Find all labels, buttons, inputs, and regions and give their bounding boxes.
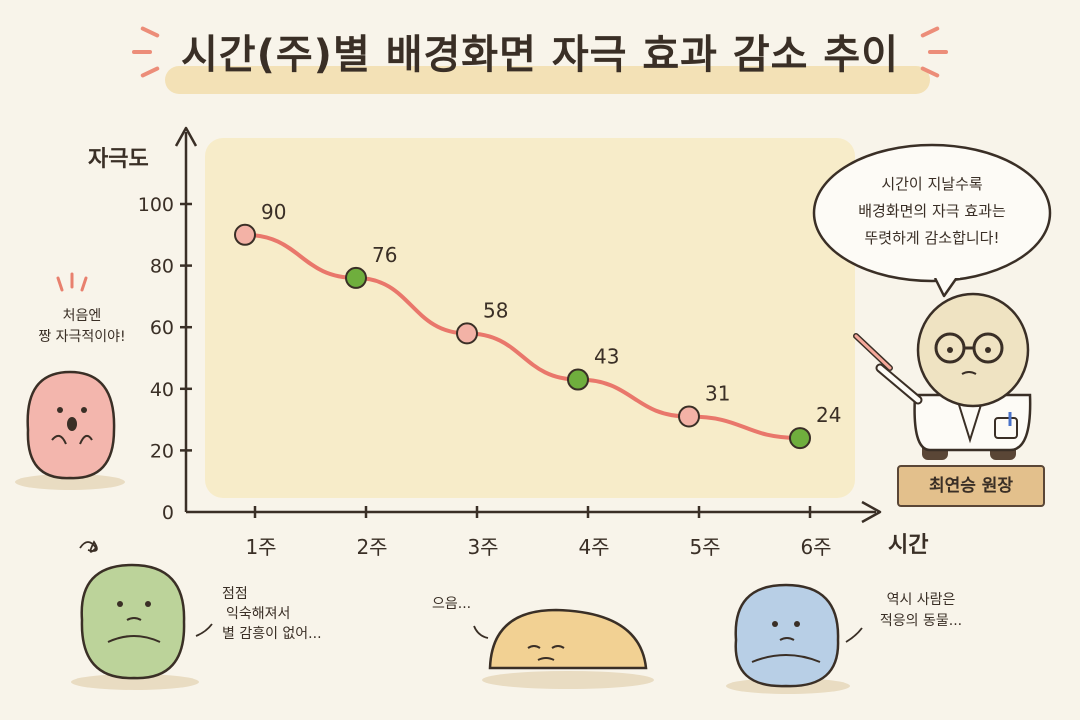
blue-character [726, 583, 863, 694]
doctor-speech-text: 시간이 지날수록 배경화면의 자극 효과는 뚜렷하게 감소합니다! [832, 171, 1032, 252]
data-point [456, 322, 478, 345]
caption-line: 점점 [222, 586, 248, 602]
data-point [567, 368, 589, 391]
pink-character [15, 272, 125, 490]
caption-line: 익숙해져서 [226, 606, 291, 622]
y-ticks: 0 20 40 60 80 100 [138, 194, 192, 524]
y-tick-label: 20 [150, 440, 174, 462]
doctor-speech-line: 시간이 지날수록 [881, 175, 983, 193]
title-sparkle-left-2 [132, 50, 152, 54]
data-label: 58 [483, 298, 508, 322]
data-point [789, 427, 811, 450]
doctor-nameplate: 최연승 원장 [897, 465, 1045, 507]
caption-line: 으음... [432, 596, 472, 612]
data-labels: 90 76 58 43 31 24 [261, 200, 841, 427]
yellow-character [473, 608, 654, 689]
caption-line: 적응의 동물... [879, 613, 963, 629]
chart-title: 시간(주)별 배경화면 자극 효과 감소 추이 [181, 32, 899, 78]
x-tick-label: 1주 [245, 535, 276, 559]
caption-line: 별 감흥이 없어... [222, 626, 322, 642]
plot-background [205, 138, 855, 498]
data-point [234, 223, 256, 246]
data-point [678, 405, 700, 428]
doctor-speech-line: 배경화면의 자극 효과는 [858, 202, 1006, 220]
y-axis-arrow [174, 126, 198, 147]
data-label: 90 [261, 200, 286, 224]
doctor-character [875, 292, 1032, 460]
y-axis-label: 자극도 [88, 147, 149, 172]
green-character-caption: 점점 익숙해져서 별 감흥이 없어... [222, 584, 392, 644]
data-label: 24 [816, 403, 841, 427]
data-markers [234, 223, 811, 450]
caption-line: 처음엔 [62, 308, 102, 324]
x-tick-label: 5주 [689, 535, 720, 559]
x-ticks: 1주 2주 3주 4주 5주 6주 [245, 506, 832, 559]
pointer-stick [853, 333, 893, 371]
y-tick-label: 0 [162, 502, 174, 524]
caption-line: 짱 자극적이야! [38, 329, 126, 345]
data-label: 31 [705, 382, 730, 406]
blue-character-caption: 역시 사람은 적응의 동물... [856, 590, 986, 632]
x-tick-label: 4주 [578, 535, 609, 559]
x-axis-arrow [861, 500, 882, 524]
x-tick-label: 2주 [356, 535, 387, 559]
y-tick-label: 60 [150, 317, 174, 339]
doctor-speech-bubble [812, 143, 1052, 298]
y-tick-label: 40 [150, 379, 174, 401]
y-tick-label: 100 [138, 194, 174, 216]
x-axis-label: 시간 [888, 533, 928, 558]
y-tick-label: 80 [150, 256, 174, 278]
title-highlight [165, 66, 930, 94]
doctor-speech-line: 뚜렷하게 감소합니다! [864, 229, 1000, 247]
title-sparkle-right-2 [928, 50, 948, 54]
x-tick-label: 3주 [467, 535, 498, 559]
green-character [71, 540, 213, 690]
x-tick-label: 6주 [800, 535, 831, 559]
yellow-character-caption: 으음... [432, 594, 512, 615]
data-label: 76 [372, 243, 397, 267]
data-label: 43 [594, 345, 619, 369]
data-point [345, 266, 367, 289]
caption-line: 역시 사람은 [886, 592, 956, 608]
pink-character-caption: 처음엔 짱 자극적이야! [22, 306, 142, 348]
